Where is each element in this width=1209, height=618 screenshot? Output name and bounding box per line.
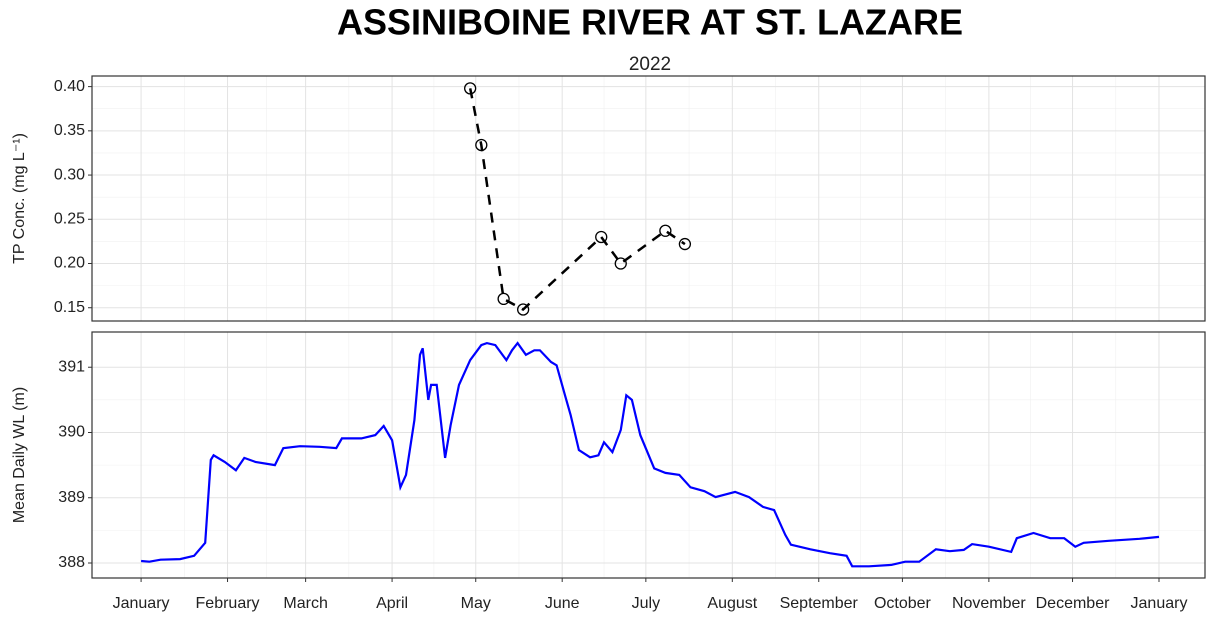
x-tick-label: May <box>461 595 491 612</box>
x-tick-label: January <box>113 595 170 612</box>
panel-border <box>91 331 1206 579</box>
x-tick-label: March <box>283 595 327 612</box>
data-point <box>497 292 510 306</box>
data-line <box>468 88 686 312</box>
y-axis-title: TP Conc. (mg L⁻¹) <box>11 133 28 264</box>
x-tick-label: April <box>376 595 408 612</box>
chart-title: ASSINIBOINE RIVER AT ST. LAZARE <box>337 2 963 43</box>
x-tick-label: July <box>632 595 660 612</box>
x-tick-label: June <box>545 595 580 612</box>
x-tick-label: August <box>707 595 757 612</box>
data-point <box>595 230 608 244</box>
y-tick-label: 0.20 <box>54 255 85 272</box>
x-tick-label: November <box>952 595 1026 612</box>
panel-border <box>91 75 1206 322</box>
data-point <box>659 224 672 237</box>
data-point <box>516 303 530 316</box>
y-tick-label: 0.35 <box>54 122 85 139</box>
data-point <box>614 257 627 270</box>
y-tick-label: 390 <box>58 424 85 441</box>
chart-subtitle: 2022 <box>629 54 671 75</box>
y-tick-label: 0.25 <box>54 211 85 228</box>
y-tick-label: 389 <box>58 489 85 506</box>
y-tick-label: 391 <box>58 358 85 375</box>
data-point <box>475 138 488 152</box>
data-point <box>678 237 692 251</box>
data-line <box>141 341 1160 568</box>
y-tick-label: 0.15 <box>54 299 85 316</box>
x-tick-label: October <box>874 595 932 612</box>
y-axis-title: Mean Daily WL (m) <box>11 387 28 523</box>
x-tick-label: January <box>1131 595 1188 612</box>
x-tick-label: December <box>1036 595 1110 612</box>
y-tick-label: 388 <box>58 554 85 571</box>
y-tick-label: 0.30 <box>54 166 85 183</box>
x-tick-label: September <box>780 595 859 612</box>
data-point <box>464 82 477 95</box>
y-tick-label: 0.40 <box>54 78 85 95</box>
x-tick-label: February <box>196 595 260 612</box>
